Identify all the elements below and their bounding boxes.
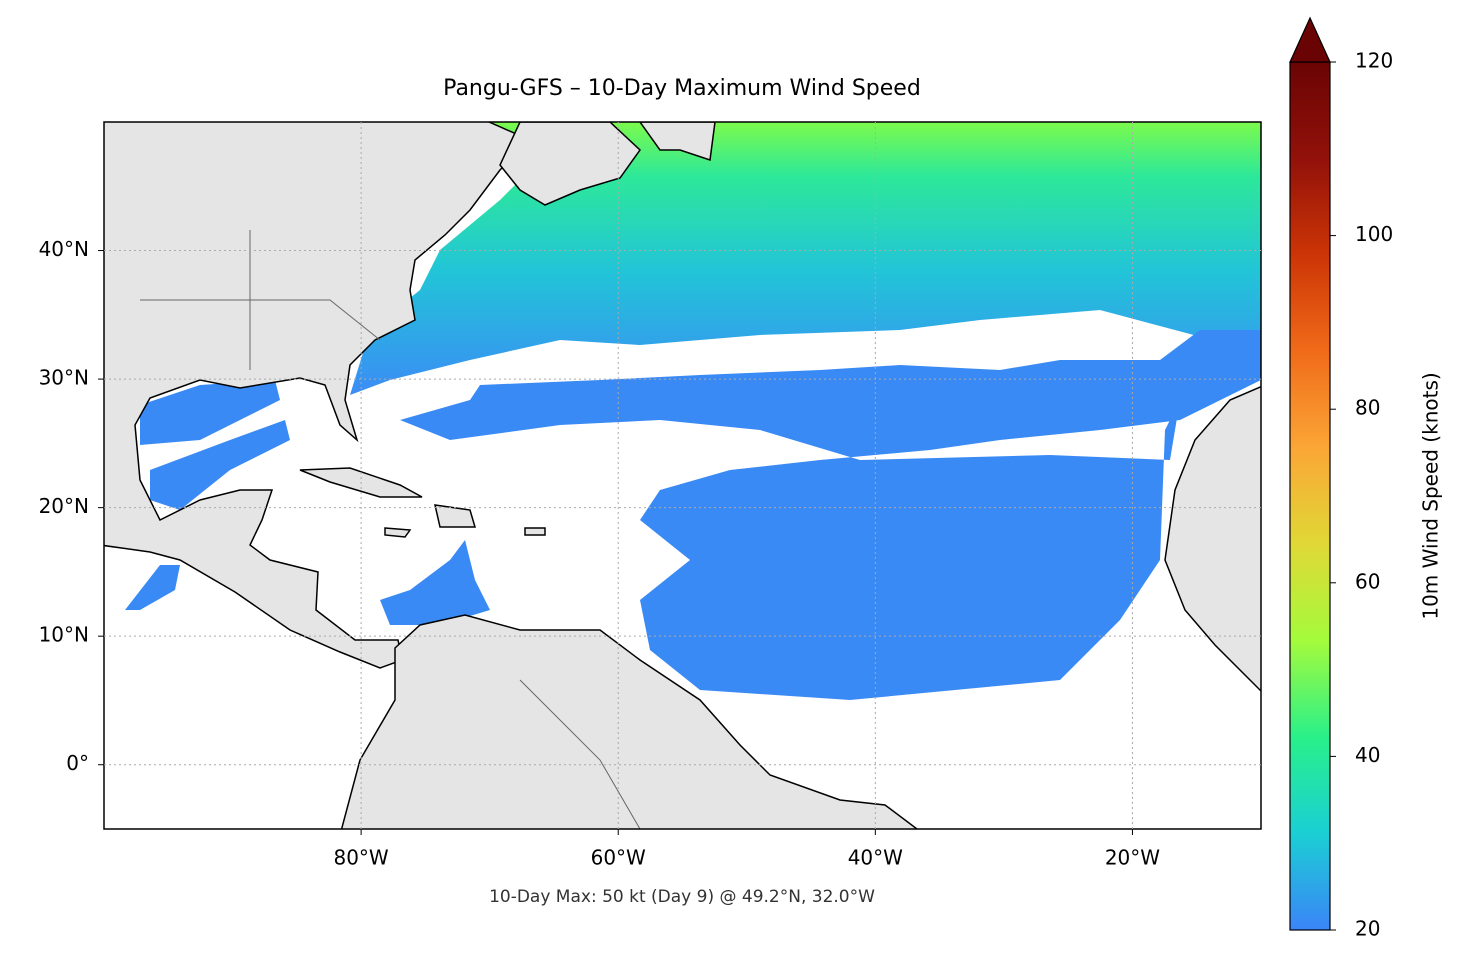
map-frame (103, 121, 1262, 830)
puerto-rico (524, 527, 546, 536)
jamaica (384, 527, 412, 538)
wind-field-pacific (125, 565, 180, 610)
colorbar-extend (1289, 16, 1331, 63)
y-tick-label: 30°N (39, 366, 89, 390)
map-title: Pangu-GFS – 10-Day Maximum Wind Speed (443, 76, 921, 101)
x-tick-label: 80°W (333, 846, 388, 870)
newfoundland (639, 122, 716, 161)
wind-field-gulf (140, 380, 280, 445)
africa (1164, 385, 1261, 693)
x-tick-label: 20°W (1105, 846, 1160, 870)
colorbar-tick-label: 100 (1355, 222, 1393, 246)
colorbar-tick-label: 80 (1355, 396, 1380, 420)
wind-field-caribbean (380, 540, 490, 625)
y-tick-label: 0° (66, 751, 89, 775)
colorbar-tick-label: 20 (1355, 917, 1380, 941)
x-tick-label: 60°W (591, 846, 646, 870)
canada-maritimes (499, 122, 641, 206)
colorbar-tick-label: 40 (1355, 743, 1380, 767)
x-tick-label: 40°W (848, 846, 903, 870)
country-border (519, 679, 641, 829)
y-tick-label: 20°N (39, 494, 89, 518)
north-america (104, 122, 532, 669)
y-tick-label: 40°N (39, 237, 89, 261)
country-border (140, 299, 381, 341)
colorbar-tick-label: 120 (1355, 49, 1393, 73)
y-tick-label: 10°N (39, 623, 89, 647)
wind-field-central (400, 330, 1261, 700)
wind-field-gulf-west (150, 420, 290, 510)
colorbar-tick-label: 60 (1355, 569, 1380, 593)
colorbar-label: 10m Wind Speed (knots) (1419, 372, 1443, 619)
colorbar (1289, 61, 1331, 931)
footnote: 10-Day Max: 50 kt (Day 9) @ 49.2°N, 32.0… (489, 887, 875, 907)
south-america (340, 614, 919, 829)
hispaniola (434, 504, 477, 528)
map-area (104, 122, 1261, 829)
